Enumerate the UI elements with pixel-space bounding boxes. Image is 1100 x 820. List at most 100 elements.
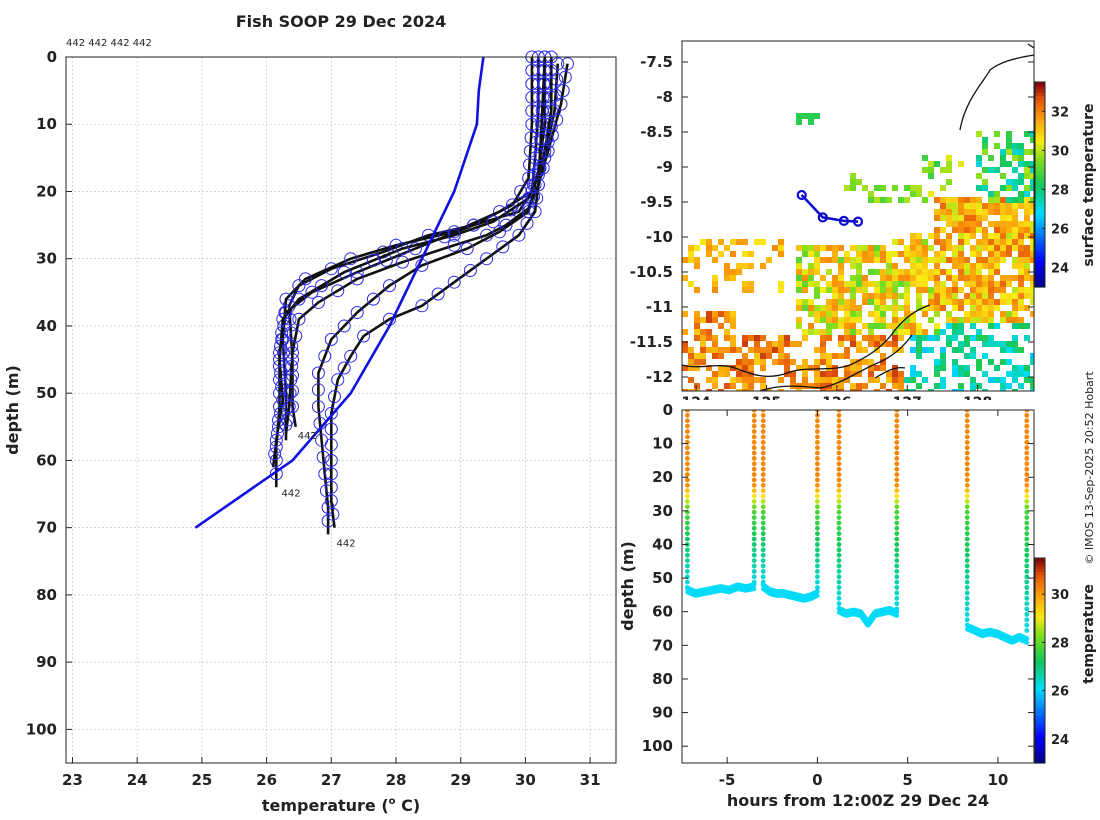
section-colorbar-band: [1035, 756, 1045, 761]
sst-pixel: [988, 167, 994, 173]
profile-point-marker: [276, 312, 290, 326]
profile-point-marker: [357, 329, 371, 343]
map-colorbar-band: [1035, 218, 1045, 223]
sst-pixel: [688, 359, 694, 365]
sst-pixel: [904, 275, 910, 281]
profile-point-marker: [460, 242, 474, 256]
sst-pixel: [964, 269, 970, 275]
profile-ytick-label: 50: [36, 384, 57, 402]
sst-pixel: [964, 335, 970, 341]
sst-pixel: [778, 287, 784, 293]
sst-pixel: [742, 263, 748, 269]
profile-point-marker: [528, 178, 542, 192]
section-cast-dot: [964, 558, 970, 563]
profile-point-marker: [311, 295, 325, 309]
sst-pixel: [868, 311, 874, 317]
section-cast-dot: [760, 461, 766, 467]
sst-pixel: [688, 257, 694, 263]
sst-pixel: [946, 167, 952, 173]
section-colorbar-tick-label: 26: [1051, 685, 1069, 700]
sst-pixel: [832, 299, 838, 305]
sst-pixel: [940, 299, 946, 305]
sst-pixel: [850, 359, 856, 365]
map-colorbar-band: [1035, 194, 1045, 199]
sst-pixel: [994, 245, 1000, 251]
sst-pixel: [916, 191, 922, 197]
section-cast-dot: [964, 450, 970, 456]
sst-pixel: [958, 329, 964, 335]
sst-pixel: [1024, 293, 1030, 299]
sst-pixel: [970, 305, 976, 311]
section-colorbar-band: [1035, 728, 1045, 733]
sst-pixel: [940, 293, 946, 299]
sst-pixel: [1000, 377, 1006, 383]
map-colorbar-band: [1035, 273, 1045, 278]
sst-pixel: [1030, 233, 1034, 239]
section-cast-dot: [1024, 461, 1030, 467]
sst-pixel: [1006, 371, 1012, 377]
sst-pixel: [1006, 131, 1012, 137]
map-ytick-label: -12: [646, 368, 673, 386]
sst-pixel: [874, 377, 880, 383]
sst-pixel: [1000, 383, 1006, 389]
sst-pixel: [928, 173, 934, 179]
sst-pixel: [952, 227, 958, 233]
sst-pixel: [760, 377, 766, 383]
section-cast-dot: [894, 499, 900, 504]
sst-pixel: [880, 335, 886, 341]
section-colorbar-band: [1035, 558, 1045, 563]
sst-pixel: [922, 245, 928, 251]
sst-pixel: [886, 293, 892, 299]
profile-grid: [66, 56, 616, 763]
sst-pixel: [880, 197, 886, 203]
sst-pixel: [682, 347, 688, 353]
sst-pixel: [856, 359, 862, 365]
sst-pixel: [754, 359, 760, 365]
map-colorbar-band: [1035, 123, 1045, 128]
sst-pixel: [850, 305, 856, 311]
map-ytick-label: -10: [646, 228, 673, 246]
section-cast-dot: [894, 542, 900, 547]
sst-pixel: [994, 203, 1000, 209]
map-sst-pixels: [682, 113, 1034, 391]
sst-pixel: [712, 335, 718, 341]
sst-pixel: [970, 215, 976, 221]
sst-pixel: [796, 365, 802, 371]
sst-pixel: [1024, 269, 1030, 275]
map-ytick-label: -10.5: [630, 263, 673, 281]
section-cast-dot: [751, 488, 757, 494]
sst-pixel: [970, 299, 976, 305]
sst-pixel: [1030, 299, 1034, 305]
section-cast-dot: [1024, 445, 1030, 451]
sst-pixel: [982, 299, 988, 305]
section-cast-dot: [894, 525, 900, 531]
section-frame: [681, 409, 1035, 764]
sst-pixel: [724, 245, 730, 251]
section-cast-dot: [760, 488, 766, 494]
sst-pixel: [856, 311, 862, 317]
sst-pixel: [904, 185, 910, 191]
section-cast-dot: [751, 547, 757, 553]
sst-pixel: [880, 287, 886, 293]
figure-title: Fish SOOP 29 Dec 2024: [236, 12, 446, 31]
sst-pixel: [976, 185, 982, 191]
sst-pixel: [1024, 257, 1030, 263]
sst-pixel: [970, 293, 976, 299]
sst-pixel: [766, 353, 772, 359]
sst-pixel: [814, 245, 820, 251]
sst-pixel: [850, 263, 856, 269]
section-cast-dot: [1024, 429, 1030, 434]
sst-pixel: [886, 263, 892, 269]
sst-pixel: [1030, 167, 1034, 173]
sst-pixel: [802, 269, 808, 275]
sst-pixel: [742, 383, 748, 389]
section-cast-dot: [1024, 542, 1030, 547]
sst-pixel: [1006, 221, 1012, 227]
sst-pixel: [724, 269, 730, 275]
sst-pixel: [964, 209, 970, 215]
sst-pixel: [814, 365, 820, 371]
sst-pixel: [892, 311, 898, 317]
section-cast-dot: [1024, 606, 1030, 612]
map-colorbar-band: [1035, 164, 1045, 169]
sst-pixel: [706, 347, 712, 353]
